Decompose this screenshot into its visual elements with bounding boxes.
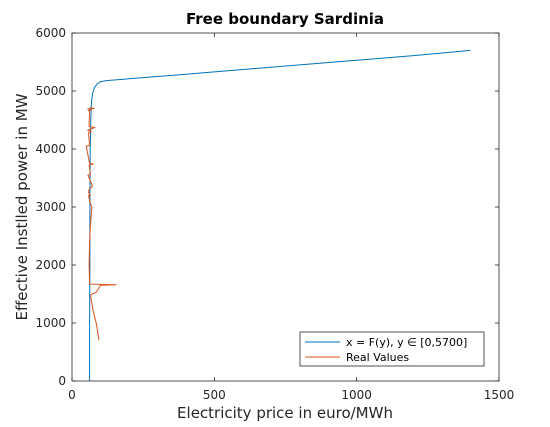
plot-area: [72, 33, 499, 381]
legend-label-fit: x = F(y), y ∈ [0,5700]: [346, 336, 467, 349]
x-tick-label: 1500: [484, 388, 515, 402]
legend-label-real-values: Real Values: [346, 351, 409, 364]
y-tick-label: 5000: [35, 84, 66, 98]
y-tick-label: 4000: [35, 142, 66, 156]
y-axis-label: Effective Instlled power in MW: [13, 93, 31, 320]
x-axis-label: Electricity price in euro/MWh: [177, 404, 393, 422]
y-tick-label: 0: [58, 374, 66, 388]
series-layer: [85, 49, 471, 381]
legend: x = F(y), y ∈ [0,5700] Real Values: [299, 331, 485, 367]
x-tick-label: 500: [203, 388, 226, 402]
y-tick-label: 2000: [35, 258, 66, 272]
tick-layer: 0 500 1000 1500 0 1000 2000 3000 4000 5000 6000: [35, 26, 514, 402]
y-tick-label: 6000: [35, 26, 66, 40]
chart-title: Free boundary Sardinia: [186, 10, 384, 28]
x-tick-label: 1000: [341, 388, 372, 402]
series-line-real-values: [85, 107, 117, 341]
y-tick-label: 1000: [35, 316, 66, 330]
x-tick-label: 0: [68, 388, 76, 402]
y-tick-label: 3000: [35, 200, 66, 214]
series-line-fit: [89, 49, 471, 381]
legend-box: [299, 331, 485, 367]
